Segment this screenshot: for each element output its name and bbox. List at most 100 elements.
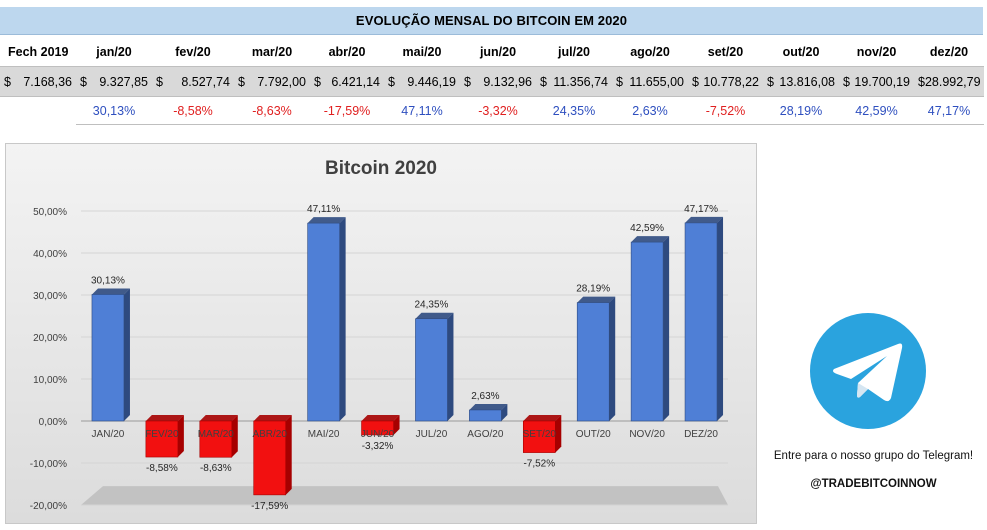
currency-symbol: $	[238, 74, 245, 89]
price-cell: $9.446,19	[384, 66, 460, 97]
bar-top	[469, 403, 508, 410]
bar-side	[231, 415, 238, 458]
change-cell: 47,17%	[914, 96, 984, 125]
bar-side	[717, 216, 724, 421]
telegram-invite-text: Entre para o nosso grupo do Telegram!	[773, 450, 974, 462]
table-title: EVOLUÇÃO MENSAL DO BITCOIN EM 2020	[0, 7, 983, 35]
change-cell: 2,63%	[612, 96, 688, 125]
bar-side	[177, 415, 184, 458]
price-value: 13.816,08	[779, 74, 835, 89]
category-label: JUL/20	[416, 429, 448, 440]
price-value: 7.168,36	[23, 74, 72, 89]
change-cell: 24,35%	[536, 96, 612, 125]
change-cell: 30,13%	[76, 96, 152, 125]
bar-top	[199, 415, 238, 421]
currency-symbol: $	[314, 74, 321, 89]
data-label: -8,63%	[200, 463, 232, 474]
header-cell: out/20	[782, 44, 820, 59]
currency-symbol: $	[80, 74, 87, 89]
header-cell: nov/20	[856, 44, 897, 59]
change-cell	[0, 97, 76, 125]
price-value: 11.655,00	[629, 74, 684, 89]
currency-symbol: $	[540, 74, 547, 89]
chart-svg: 50,00% 40,00% 30,00% 20,00% 10,00% 0,00% -10,0…	[30, 158, 728, 512]
bar-side	[555, 415, 562, 453]
bar-side	[339, 217, 346, 421]
price-value: 10.778,22	[703, 74, 759, 89]
data-label: 28,19%	[576, 284, 610, 295]
price-value: 19.700,19	[854, 74, 910, 89]
change-cell: -17,59%	[310, 96, 384, 125]
y-tick-label: -20,00%	[30, 501, 67, 512]
bar-top	[253, 415, 292, 421]
currency-symbol: $	[767, 74, 774, 89]
price-value: 7.792,00	[257, 74, 306, 89]
currency-symbol: $	[616, 74, 623, 89]
data-label: -3,32%	[362, 441, 394, 452]
data-label: -17,59%	[251, 501, 288, 512]
category-label: JUN/20	[361, 429, 395, 440]
currency-symbol: $	[156, 74, 163, 89]
y-tick-label: 10,00%	[33, 375, 67, 386]
change-cell: 42,59%	[839, 96, 914, 125]
header-cell: ago/20	[630, 44, 670, 59]
category-label: SET/20	[523, 429, 557, 440]
header-cell: Fech 2019	[8, 44, 69, 59]
bar-side	[393, 415, 400, 435]
header-cell: dez/20	[929, 44, 969, 59]
category-label: OUT/20	[576, 429, 611, 440]
change-cell: -3,32%	[460, 96, 536, 125]
bar-top	[631, 236, 670, 243]
change-cell: -8,58%	[152, 96, 234, 125]
y-tick-label: 0,00%	[39, 417, 67, 428]
bar-top	[523, 415, 562, 421]
data-label: 47,11%	[307, 204, 340, 215]
bar	[361, 420, 394, 436]
price-cell: $9.132,96	[460, 66, 536, 97]
bar	[199, 420, 233, 458]
category-label: JAN/20	[92, 429, 125, 440]
category-label: DEZ/20	[684, 429, 718, 440]
category-label: ABR/20	[252, 429, 287, 440]
price-cell: $11.356,74	[536, 66, 612, 97]
bar	[630, 241, 664, 422]
change-cell: -7,52%	[688, 96, 763, 125]
bar	[415, 318, 448, 422]
bar	[469, 409, 502, 422]
price-cell: $28.992,79	[914, 66, 984, 97]
currency-symbol: $	[918, 74, 925, 89]
price-value: 28.992,79	[924, 74, 981, 89]
currency-symbol: $	[464, 74, 471, 89]
price-cell: $8.527,74	[152, 66, 234, 97]
chart-title: Bitcoin 2020	[325, 158, 437, 179]
bar-top	[361, 415, 400, 421]
bar	[253, 420, 287, 496]
header-cell: fev/20	[175, 44, 211, 59]
price-row: $7.168,36 $9.327,85 $8.527,74 $7.792,00 $6.4…	[0, 66, 984, 97]
header-cell: mai/20	[402, 44, 442, 59]
change-cell: 47,11%	[384, 96, 460, 125]
bitcoin-chart: 50,00% 40,00% 30,00% 20,00% 10,00% 0,00% -10,0…	[5, 143, 757, 524]
price-value: 6.421,14	[331, 74, 380, 89]
y-tick-label: -10,00%	[30, 459, 67, 470]
data-label: 30,13%	[91, 275, 125, 286]
bar-side	[447, 312, 454, 421]
currency-symbol: $	[4, 74, 11, 89]
category-label: AGO/20	[467, 429, 504, 440]
change-cell: -8,63%	[234, 96, 310, 125]
price-cell: $11.655,00	[612, 66, 688, 97]
category-label: MAR/20	[198, 429, 235, 440]
data-label: 47,17%	[684, 204, 718, 215]
bar	[684, 222, 718, 422]
bar-top	[415, 312, 454, 319]
bar-side	[285, 415, 292, 495]
bar	[522, 420, 556, 453]
price-cell: $13.816,08	[763, 66, 839, 97]
header-cell: jun/20	[479, 44, 517, 59]
telegram-handle: @TRADEBITCOINNOW	[810, 478, 937, 490]
bar-side	[501, 403, 508, 421]
telegram-icon	[810, 313, 926, 429]
bar-top	[307, 217, 346, 224]
bar-top	[685, 216, 724, 223]
bitcoin-monthly-table: Fech 2019 jan/20 fev/20 mar/20 abr/20 ma…	[0, 37, 984, 125]
